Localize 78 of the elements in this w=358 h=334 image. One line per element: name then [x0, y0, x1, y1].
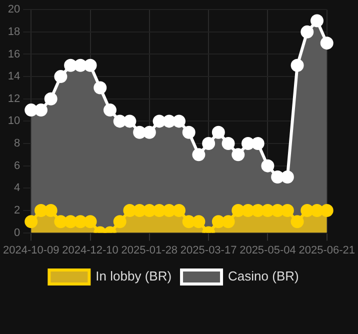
point	[113, 215, 126, 228]
point	[84, 58, 97, 72]
point	[64, 215, 78, 228]
y-tick-label: 14	[8, 70, 20, 83]
point	[232, 148, 245, 162]
point	[133, 204, 146, 217]
point	[212, 126, 225, 139]
point	[24, 104, 38, 117]
point	[251, 137, 264, 150]
point	[290, 58, 304, 72]
point	[271, 170, 284, 184]
point	[123, 204, 136, 217]
legend-label: In lobby (BR)	[96, 268, 172, 284]
point	[162, 114, 176, 128]
point	[162, 204, 176, 217]
y-tick-label: 2	[14, 204, 20, 217]
y-tick-label: 4	[14, 182, 20, 194]
point	[142, 204, 156, 217]
point	[54, 70, 68, 84]
point	[44, 92, 58, 106]
point	[103, 104, 116, 117]
x-tick-label: 2025-03-17	[180, 244, 237, 256]
y-tick-label: 6	[14, 160, 20, 172]
point	[251, 204, 264, 217]
legend-label: Casino (BR)	[228, 268, 299, 284]
y-tick-label: 20	[8, 4, 20, 16]
point	[202, 137, 216, 150]
point	[212, 215, 225, 228]
point	[44, 204, 58, 217]
point	[34, 204, 48, 217]
point	[222, 137, 235, 150]
x-tick-label: 2024-12-10	[62, 244, 118, 256]
point	[280, 170, 294, 184]
point	[280, 204, 294, 217]
point	[271, 204, 284, 217]
point	[113, 114, 126, 128]
point	[310, 204, 324, 217]
x-tick-label: 2025-05-04	[240, 244, 296, 256]
point	[320, 204, 334, 217]
point	[24, 215, 38, 228]
point	[222, 215, 235, 228]
point	[232, 204, 245, 217]
x-tick-label: 2025-01-28	[121, 244, 178, 256]
point	[152, 204, 166, 217]
y-tick-label: 0	[14, 226, 20, 239]
point	[152, 114, 166, 128]
point	[192, 148, 206, 162]
point	[84, 215, 97, 228]
point	[320, 36, 334, 50]
point	[142, 126, 156, 139]
point	[54, 215, 68, 228]
point	[300, 204, 314, 217]
point	[182, 215, 196, 228]
point	[310, 14, 324, 28]
point	[192, 215, 206, 228]
point	[290, 215, 304, 228]
point	[242, 204, 255, 217]
point	[64, 58, 78, 72]
point	[74, 58, 87, 72]
y-tick-label: 18	[8, 26, 20, 38]
point	[123, 114, 136, 128]
y-tick-label: 8	[14, 138, 20, 150]
point	[261, 204, 274, 217]
point	[172, 114, 186, 128]
point	[133, 126, 146, 139]
point	[172, 204, 186, 217]
y-tick-label: 10	[8, 115, 20, 128]
point	[182, 126, 196, 139]
point	[34, 104, 48, 117]
point	[242, 137, 255, 150]
x-tick-label: 2024-10-09	[2, 244, 60, 256]
y-tick-label: 16	[8, 48, 20, 60]
point	[261, 159, 274, 172]
y-tick-label: 12	[8, 92, 20, 105]
point	[94, 81, 107, 94]
point	[300, 25, 314, 38]
x-tick-label: 2025-06-21	[298, 244, 356, 256]
point	[74, 215, 87, 228]
